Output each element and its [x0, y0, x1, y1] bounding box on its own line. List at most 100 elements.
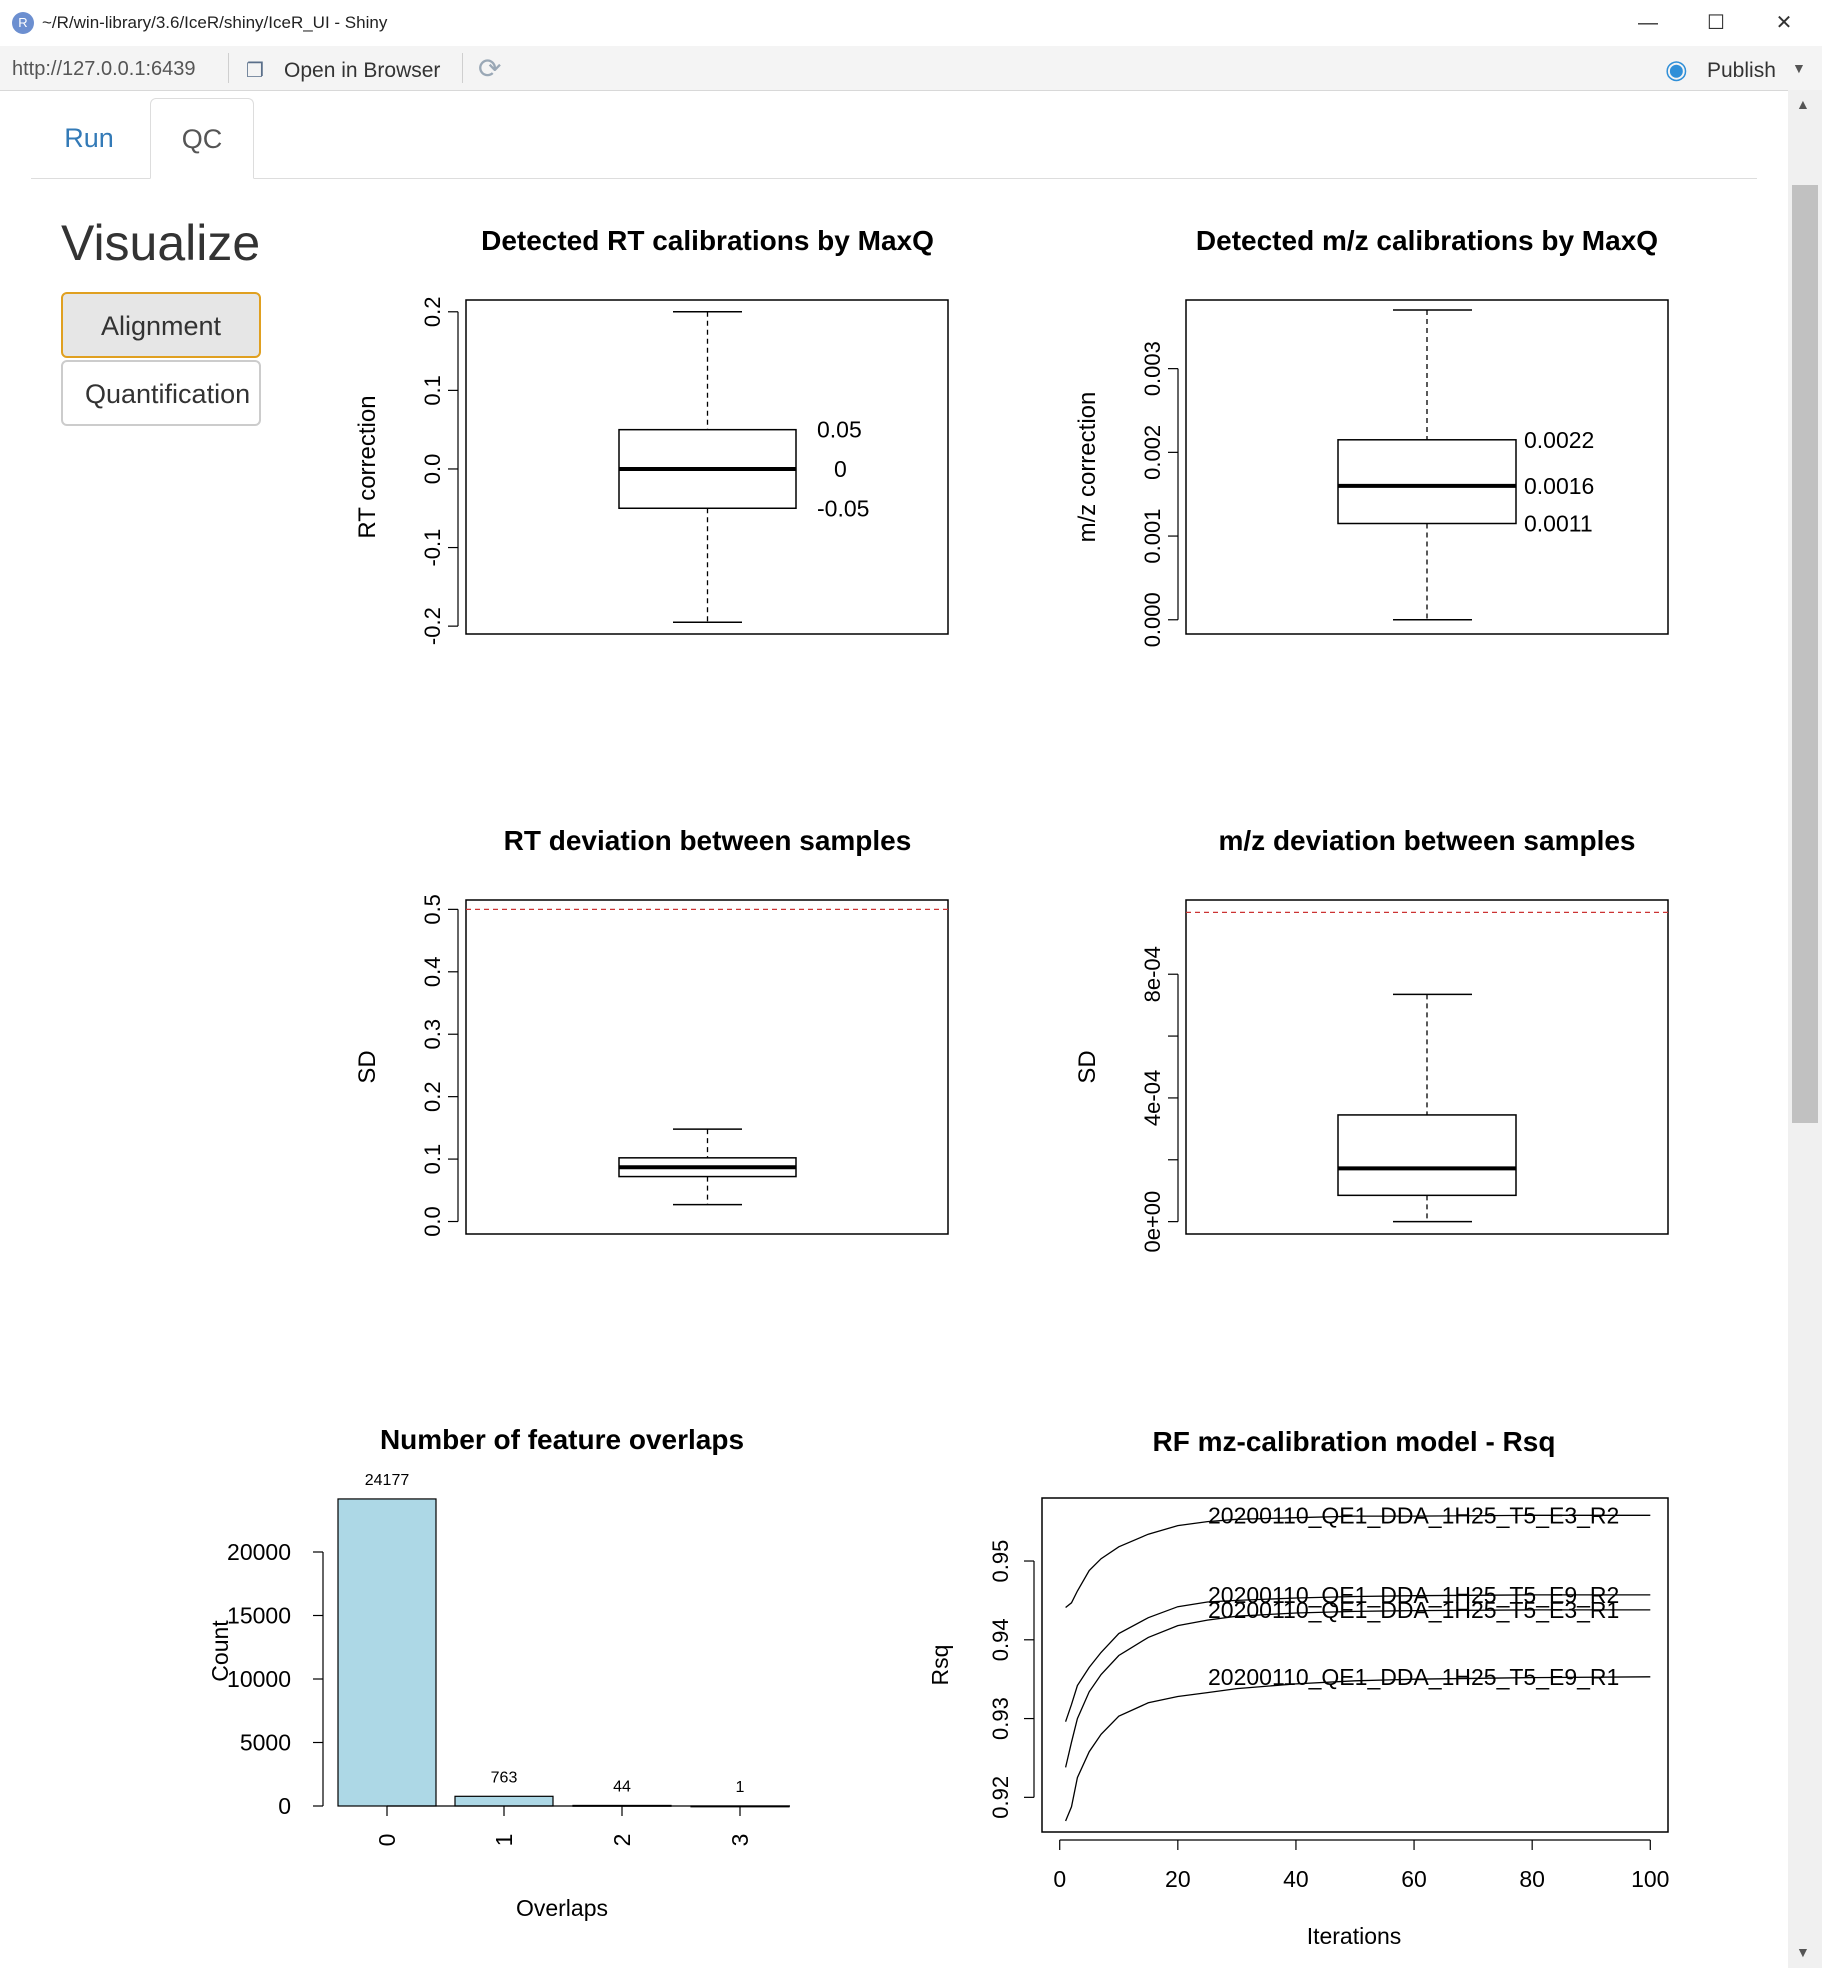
chart-title: Detected m/z calibrations by MaxQ: [1196, 225, 1658, 256]
bar-value-label: 763: [491, 1769, 518, 1786]
bar-value-label: 44: [613, 1778, 631, 1795]
tab-run[interactable]: Run: [64, 123, 114, 153]
bar-value-label: 1: [736, 1779, 745, 1796]
y-tick-label: 0e+00: [1140, 1191, 1165, 1253]
tab-bar-divider: [31, 178, 1757, 179]
tab-qc[interactable]: QC: [150, 98, 254, 179]
series-line: [1064, 1609, 1651, 1768]
y-tick-label: 0.5: [420, 894, 445, 925]
boxplot-1: Detected RT calibrations by MaxQ -0.2 -0.1…: [354, 225, 949, 645]
x-tick-label: 80: [1519, 1866, 1545, 1892]
toolbar-divider: [462, 53, 463, 83]
iqr-box: [1337, 439, 1517, 525]
plot-frame: [465, 299, 949, 635]
viewer-toolbar: http://127.0.0.1:6439 ❐ Open in Browser …: [0, 46, 1822, 91]
y-tick-label: 0.4: [420, 956, 445, 987]
plot-frame: [1185, 299, 1669, 635]
y-axis-label: Rsq: [927, 1645, 953, 1686]
plot-frame: [465, 899, 949, 1235]
y-tick-label: 0.95: [988, 1540, 1013, 1583]
series-line: [1065, 1514, 1651, 1609]
y-tick-label: 0.002: [1140, 425, 1165, 480]
series-line: [1064, 1676, 1651, 1822]
plot-frame: [1041, 1497, 1669, 1833]
y-tick-label: 0.94: [988, 1618, 1013, 1661]
scrollbar-thumb[interactable]: [1792, 185, 1818, 1123]
x-tick-label: 40: [1283, 1866, 1309, 1892]
x-tick-label: 2: [609, 1834, 635, 1847]
y-tick-label: 10000: [227, 1666, 291, 1692]
y-tick-label: 0: [278, 1793, 291, 1819]
y-tick-label: 8e-04: [1140, 946, 1165, 1002]
sidebar-title: Visualize: [61, 215, 261, 271]
y-tick-label: 15000: [227, 1603, 291, 1629]
x-tick-label: 100: [1631, 1866, 1669, 1892]
close-button[interactable]: ✕: [1775, 12, 1793, 34]
series-line: [1064, 1594, 1651, 1722]
x-tick-label: 0: [374, 1834, 400, 1847]
window-title: ~/R/win-library/3.6/IceR/shiny/IceR_UI -…: [42, 13, 388, 32]
box-annotation: -0.05: [817, 495, 869, 521]
y-tick-label: -0.1: [420, 529, 445, 567]
open-in-browser-button[interactable]: Open in Browser: [284, 59, 441, 82]
x-tick-label: 3: [727, 1834, 753, 1847]
iqr-box: [1337, 1114, 1517, 1197]
y-tick-label: 0.2: [420, 296, 445, 327]
series-label: 20200110_QE1_DDA_1H25_T5_E9_R2: [1208, 1582, 1619, 1608]
y-tick-label: -0.2: [420, 607, 445, 645]
box-annotation: 0.0011: [1524, 511, 1593, 537]
y-tick-label: 0.92: [988, 1776, 1013, 1819]
box-annotation: 0.0022: [1524, 427, 1594, 453]
x-tick-label: 20: [1165, 1866, 1191, 1892]
y-tick-label: 0.0: [420, 454, 445, 485]
bar-chart: Number of feature overlaps 0 5000 10000 1500…: [207, 1424, 790, 1921]
y-tick-label: 0.3: [420, 1019, 445, 1050]
y-tick-label: 0.001: [1140, 509, 1165, 564]
box-annotation: 0.05: [817, 417, 862, 443]
series-label: 20200110_QE1_DDA_1H25_T5_E3_R1: [1208, 1597, 1619, 1623]
series-label: 20200110_QE1_DDA_1H25_T5_E9_R1: [1208, 1664, 1619, 1690]
y-axis-label: SD: [1074, 1050, 1101, 1083]
chart-title: RT deviation between samples: [504, 825, 912, 856]
y-tick-label: 5000: [240, 1730, 291, 1756]
chevron-down-icon[interactable]: ▼: [1792, 60, 1806, 76]
bar: [337, 1498, 437, 1807]
x-tick-label: 1: [491, 1834, 517, 1847]
chart-title: RF mz-calibration model - Rsq: [1153, 1426, 1556, 1457]
boxplot-3: RT deviation between samples 0.0 0.1 0.2 0.3…: [354, 825, 949, 1237]
y-tick-label: 0.0: [420, 1206, 445, 1237]
y-axis-label: SD: [354, 1050, 381, 1083]
y-axis-label: RT correction: [354, 395, 381, 538]
x-tick-label: 0: [1053, 1866, 1066, 1892]
url-display[interactable]: http://127.0.0.1:6439: [12, 58, 196, 80]
box-annotation: 0: [834, 456, 847, 482]
y-tick-label: 0.93: [988, 1697, 1013, 1740]
y-tick-label: 0.2: [420, 1081, 445, 1112]
alignment-button[interactable]: Alignment: [61, 292, 261, 358]
maximize-button[interactable]: ☐: [1707, 12, 1725, 34]
boxplot-2: Detected m/z calibrations by MaxQ 0.000 0.…: [1074, 225, 1669, 647]
y-axis-label: Count: [207, 1620, 233, 1682]
boxplot-4: m/z deviation between samples 0e+00 4e-04 8…: [1074, 825, 1669, 1253]
y-tick-label: 4e-04: [1140, 1070, 1165, 1126]
y-tick-label: 0.003: [1140, 341, 1165, 396]
quantification-button[interactable]: Quantification: [61, 360, 261, 426]
bar-value-label: 24177: [365, 1472, 410, 1489]
open-in-browser-icon[interactable]: ❐: [246, 60, 264, 82]
y-tick-label: 0.1: [420, 375, 445, 406]
box-annotation: 0.0016: [1524, 473, 1594, 499]
y-tick-label: 20000: [227, 1539, 291, 1565]
series-label: 20200110_QE1_DDA_1H25_T5_E3_R2: [1208, 1502, 1619, 1528]
minimize-button[interactable]: —: [1638, 12, 1658, 34]
plot-frame: [1185, 899, 1669, 1235]
chart-title: m/z deviation between samples: [1218, 825, 1635, 856]
scroll-up-icon[interactable]: ▲: [1796, 96, 1810, 112]
refresh-icon[interactable]: ⟳: [478, 53, 502, 84]
bar: [454, 1795, 554, 1807]
chart-title: Detected RT calibrations by MaxQ: [481, 225, 934, 256]
scroll-down-icon[interactable]: ▼: [1796, 1944, 1810, 1960]
publish-icon[interactable]: ◉: [1665, 54, 1688, 84]
window-title-bar: R ~/R/win-library/3.6/IceR/shiny/IceR_UI…: [0, 0, 1822, 47]
publish-button[interactable]: Publish: [1707, 59, 1776, 82]
r-app-icon: R: [12, 12, 34, 34]
